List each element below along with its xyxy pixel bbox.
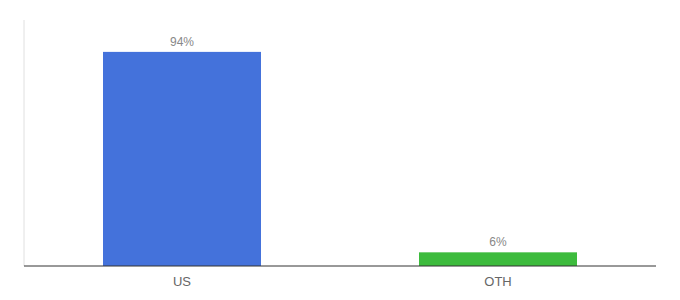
bars [103,52,577,266]
x-tick-label: US [173,274,191,289]
chart-container: 94% 6% US OTH [0,0,680,300]
background [0,0,680,300]
x-tick-label: OTH [484,274,511,289]
bar [103,52,261,266]
bar [419,252,577,266]
data-label: 94% [170,35,194,49]
data-label: 6% [489,235,507,249]
y-axis-line [24,20,25,266]
x-axis-line [24,266,656,267]
chart: 94% 6% US OTH [0,0,680,300]
